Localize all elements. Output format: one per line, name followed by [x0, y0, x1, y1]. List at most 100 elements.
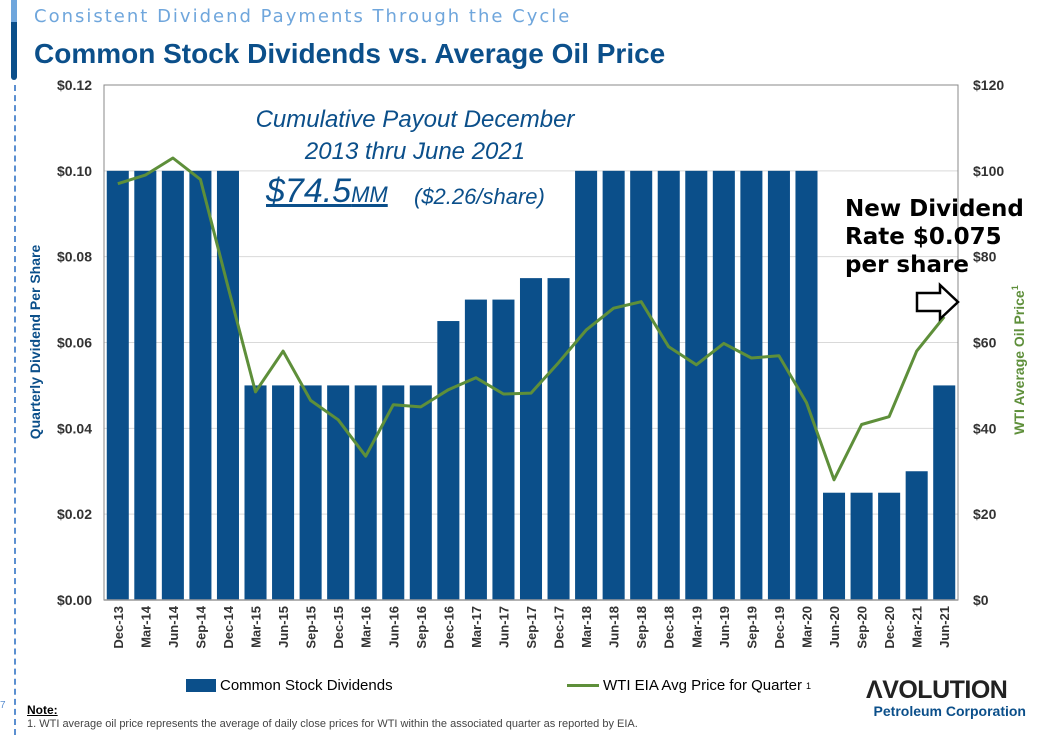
payout-amount: $74.5MM — [266, 172, 388, 211]
x-tick-label: Dec-16 — [441, 606, 456, 649]
y2-tick-label: $80 — [973, 249, 997, 265]
accent-bar-top — [11, 0, 17, 22]
y2-tick-label: $40 — [973, 420, 997, 436]
slide-title: Common Stock Dividends vs. Average Oil P… — [34, 38, 666, 69]
dividend-bar — [630, 170, 653, 601]
x-tick-label: Dec-14 — [221, 605, 236, 648]
dividend-bar — [134, 170, 157, 601]
dividend-bar — [327, 385, 350, 600]
x-tick-label: Mar-14 — [138, 605, 153, 648]
dividend-bar — [740, 170, 763, 601]
dividend-bars — [106, 170, 956, 601]
dividend-bar — [850, 492, 873, 600]
x-tick-label: Mar-17 — [469, 606, 484, 648]
y-tick-label: $0.10 — [57, 163, 92, 179]
legend-label: Common Stock Dividends — [220, 677, 393, 694]
x-tick-label: Jun-19 — [717, 606, 732, 648]
accent-bar — [11, 0, 17, 80]
dividend-bar — [492, 299, 515, 600]
dividend-bar — [409, 385, 432, 600]
x-tick-label: Sep-15 — [304, 606, 319, 649]
y2-tick-label: $20 — [973, 506, 997, 522]
dividend-bar — [216, 170, 239, 601]
y2-tick-label: $60 — [973, 335, 997, 351]
annotation-line-1: New Dividend — [845, 196, 1024, 222]
dividend-bar — [905, 471, 928, 600]
y2-tick-label: $0 — [973, 592, 989, 608]
payout-per-share: ($2.26/share) — [414, 184, 545, 209]
oil-price-line — [117, 156, 946, 482]
dividend-bar — [464, 299, 487, 600]
dividend-bar — [575, 170, 598, 601]
y2-tick-label: $100 — [973, 163, 1004, 179]
payout-amount-unit: MM — [351, 182, 388, 207]
dividend-bar — [933, 385, 956, 600]
annotation-line-3: per share — [845, 252, 969, 278]
x-tick-label: Jun-17 — [496, 606, 511, 648]
x-tick-label: Sep-16 — [414, 606, 429, 649]
right-axis-ticks: $0 $20 $40 $60 $80 $100 $120 — [973, 77, 1004, 608]
x-tick-label: Sep-18 — [634, 606, 649, 649]
dividend-bar — [382, 385, 405, 600]
legend-oil: WTI EIA Avg Price for Quarter 1 — [567, 677, 811, 694]
x-tick-label: Mar-20 — [799, 606, 814, 648]
dividend-bar — [272, 385, 295, 600]
dividend-bar — [354, 385, 377, 600]
x-tick-label: Sep-19 — [744, 606, 759, 649]
dividend-bar — [437, 321, 460, 600]
y2-tick-label: $120 — [973, 77, 1004, 93]
y-tick-label: $0.08 — [57, 249, 92, 265]
x-tick-label: Sep-20 — [855, 606, 870, 649]
dividend-bar — [712, 170, 735, 601]
x-tick-label: Jun-15 — [276, 606, 291, 648]
company-logo: ΛVOLUTION Petroleum Corporation — [866, 676, 1026, 719]
annotation-line-2: Rate $0.075 — [845, 224, 1002, 250]
legend-sup: 1 — [805, 680, 811, 691]
dividend-bar — [519, 278, 543, 600]
dividend-bar — [602, 170, 625, 601]
y2-axis-label: WTI Average Oil Price1 — [1010, 285, 1027, 434]
y2-axis-label-sup: 1 — [1010, 285, 1020, 290]
slide-subtitle: Consistent Dividend Payments Through the… — [34, 6, 572, 27]
y-tick-label: $0.12 — [57, 77, 92, 93]
left-axis-ticks: $0.00 $0.02 $0.04 $0.06 $0.08 $0.10 $0.12 — [57, 77, 92, 608]
x-tick-label: Dec-18 — [662, 606, 677, 649]
x-tick-label: Sep-17 — [524, 606, 539, 649]
dividend-bar — [547, 278, 570, 600]
dividend-bar — [685, 170, 708, 601]
payout-line-2: 2013 thru June 2021 — [304, 138, 526, 165]
legend-label: WTI EIA Avg Price for Quarter — [603, 677, 802, 694]
x-tick-label: Dec-17 — [552, 606, 567, 649]
legend-swatch-line — [567, 684, 599, 687]
x-tick-label: Mar-15 — [249, 606, 264, 648]
dividend-bar — [244, 385, 267, 600]
payout-line-1: Cumulative Payout December — [255, 106, 575, 133]
y-tick-label: $0.06 — [57, 335, 92, 351]
dividend-bar — [767, 170, 790, 601]
dividend-bar — [878, 492, 901, 600]
x-tick-label: Dec-20 — [882, 606, 897, 649]
dashed-divider — [14, 85, 16, 735]
dividend-bar — [189, 170, 212, 601]
x-tick-label: Sep-14 — [193, 605, 208, 648]
x-tick-label: Jun-18 — [607, 606, 622, 648]
y-tick-label: $0.02 — [57, 506, 92, 522]
logo-sub: Petroleum Corporation — [873, 703, 1026, 719]
dividend-bar — [161, 170, 184, 601]
logo-main: ΛVOLUTION — [866, 676, 1008, 704]
x-tick-label: Jun-14 — [166, 605, 181, 648]
x-tick-label: Dec-13 — [111, 606, 126, 649]
dividend-bar — [657, 170, 680, 601]
dividend-bar — [106, 170, 129, 601]
x-tick-label: Mar-19 — [689, 606, 704, 648]
x-tick-label: Mar-18 — [579, 606, 594, 648]
y2-axis-label-text: WTI Average Oil Price — [1011, 290, 1027, 435]
y-tick-label: $0.00 — [57, 592, 92, 608]
dividend-bar — [823, 492, 846, 600]
axes — [103, 84, 959, 601]
y-axis-label: Quarterly Dividend Per Share — [27, 245, 43, 440]
dividend-bar — [299, 385, 322, 600]
legend-dividends: Common Stock Dividends — [186, 677, 393, 694]
x-tick-label: Mar-21 — [910, 606, 925, 648]
